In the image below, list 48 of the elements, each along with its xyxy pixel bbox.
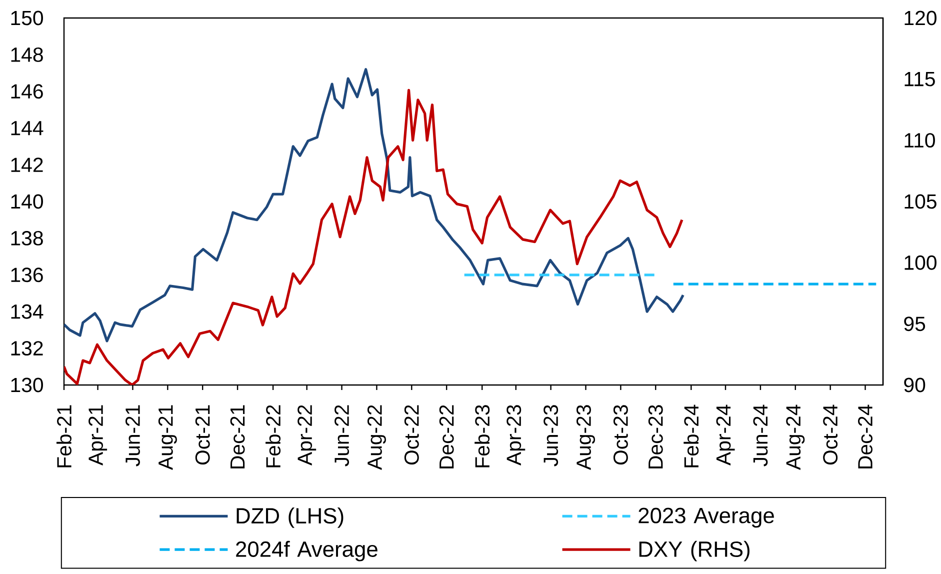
y-tick-label: 144: [11, 121, 44, 136]
y-tick-label: 130: [11, 378, 43, 392]
y-tick-label: 142: [11, 158, 43, 172]
x-tick-label: Jun-24: [753, 404, 768, 466]
y2-tick-label: 120: [904, 10, 936, 26]
x-tick-label: Apr-22: [298, 405, 316, 466]
x-tick-label: Apr-24: [716, 404, 735, 466]
y-tick-label: 132: [11, 341, 43, 356]
x-tick-label: Feb-21: [56, 405, 72, 468]
x-tick-label: Dec-24: [858, 404, 872, 468]
y-tick-label: 148: [11, 47, 43, 62]
y-tick-label: 140: [11, 194, 43, 209]
x-tick-label: Oct-21: [195, 405, 210, 465]
legend-label: DZD (LHS): [236, 507, 344, 528]
legend-label: 2023 Average: [638, 508, 774, 528]
x-tick-label: Jun-22: [334, 405, 350, 466]
x-tick-label: Dec-21: [230, 405, 245, 468]
y-tick-label: 134: [11, 304, 44, 319]
x-tick-label: Oct-24: [823, 404, 838, 465]
line-series: [64, 88, 684, 385]
x-tick-label: Apr-21: [88, 405, 108, 466]
x-tick-label: Aug-23: [576, 405, 596, 470]
y2-tick-label: 115: [904, 72, 935, 86]
x-tick-label: Feb-23: [474, 405, 490, 468]
y2-tick-label: 90: [904, 378, 926, 392]
y2-tick-label: 105: [904, 194, 936, 209]
x-tick-label: Jun-23: [544, 405, 558, 466]
y-tick-label: 146: [11, 84, 43, 99]
x-tick-label: Jun-21: [125, 405, 140, 466]
legend-label: 2024f Average: [236, 540, 378, 562]
y2-tick-label: 100: [904, 255, 936, 270]
x-tick-label: Apr-23: [506, 405, 526, 466]
y2-tick-label: 110: [904, 133, 935, 148]
x-tick-label: Oct-23: [613, 405, 628, 465]
x-tick-label: Oct-22: [404, 405, 419, 465]
y2-tick-label: 95: [904, 316, 926, 332]
x-tick-label: Dec-22: [439, 405, 454, 468]
legend-label: DXY (RHS): [639, 540, 750, 562]
x-tick-label: Feb-24: [684, 404, 699, 468]
y-tick-label: 150: [11, 10, 43, 26]
y-tick-label: 136: [11, 268, 43, 282]
x-tick-label: Aug-21: [158, 405, 177, 470]
x-tick-label: Aug-22: [367, 405, 386, 470]
x-tick-label: Feb-22: [266, 405, 281, 468]
y-tick-label: 138: [11, 230, 43, 246]
x-tick-label: Dec-23: [648, 405, 663, 468]
line-series: [64, 68, 684, 342]
x-tick-label: Aug-24: [786, 404, 805, 470]
